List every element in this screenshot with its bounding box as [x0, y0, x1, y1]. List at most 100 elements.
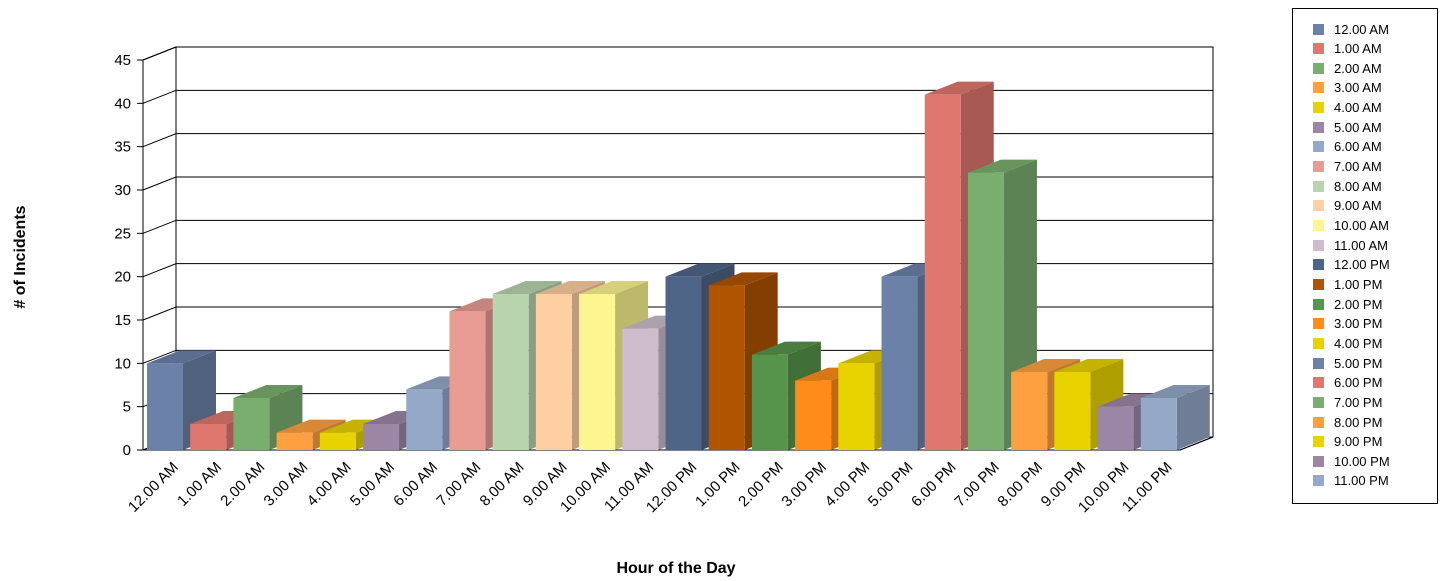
- bar-front: [1097, 406, 1134, 450]
- legend-item: 11.00 AM: [1313, 236, 1388, 254]
- gridline: [142, 89, 1213, 104]
- bar-front: [319, 432, 356, 450]
- bar-front: [233, 398, 270, 450]
- x-tick-label: 4.00 PM: [822, 459, 874, 511]
- legend-item: 10.00 PM: [1313, 452, 1390, 470]
- legend-swatch: [1313, 475, 1324, 487]
- legend-swatch: [1313, 82, 1324, 94]
- legend-item: 9.00 PM: [1313, 433, 1382, 451]
- y-tick-label: 20: [114, 269, 131, 286]
- bar-front: [665, 276, 702, 450]
- x-tick-label: 4.00 AM: [304, 459, 355, 510]
- y-axis: 0 5 10 15 20 25 30 35 40 45: [114, 52, 1214, 459]
- legend-swatch: [1313, 161, 1324, 173]
- gridline: [142, 46, 1213, 61]
- legend-label: 5.00 PM: [1334, 355, 1383, 371]
- legend-swatch: [1313, 318, 1324, 330]
- x-tick-label: 2.00 PM: [735, 459, 787, 511]
- bar-top: [967, 159, 1037, 173]
- floor-edge: [1179, 436, 1214, 451]
- y-tick-label: 25: [114, 225, 131, 242]
- bar-top: [708, 272, 778, 286]
- bar-top: [751, 341, 821, 355]
- bar-front: [363, 424, 400, 450]
- legend-item: 6.00 PM: [1313, 374, 1382, 392]
- legend-item: 4.00 PM: [1313, 334, 1382, 352]
- y-tick-label: 30: [114, 182, 131, 199]
- bar-top: [579, 281, 649, 294]
- bar: [1140, 385, 1210, 450]
- legend-swatch: [1313, 337, 1324, 349]
- x-tick-label: 8.00 PM: [994, 459, 1046, 511]
- legend-label: 8.00 AM: [1334, 178, 1382, 194]
- bar-top: [492, 281, 562, 294]
- legend-label: 4.00 AM: [1334, 100, 1382, 116]
- bar-front: [838, 363, 875, 450]
- bar-top: [276, 419, 346, 433]
- y-tick-label: 45: [114, 52, 131, 69]
- legend-label: 1.00 PM: [1334, 276, 1383, 292]
- bar-top: [535, 281, 605, 294]
- legend-label: 3.00 AM: [1334, 80, 1382, 96]
- legend-item: 7.00 PM: [1313, 393, 1382, 411]
- x-tick-label: 12.00 AM: [125, 459, 182, 516]
- legend-swatch: [1313, 436, 1324, 448]
- bar-front: [406, 389, 443, 450]
- bar-front: [924, 94, 961, 451]
- y-tick-label: 10: [114, 355, 131, 372]
- legend-label: 11.00 PM: [1334, 473, 1389, 489]
- legend-label: 2.00 PM: [1334, 296, 1383, 312]
- legend-item: 6.00 AM: [1313, 138, 1382, 156]
- legend-label: 12.00 PM: [1334, 257, 1390, 273]
- legend-label: 11.00 AM: [1334, 237, 1388, 253]
- bar-top: [665, 263, 735, 277]
- bar-front: [147, 363, 183, 450]
- bar-top: [924, 81, 994, 95]
- bar-front: [535, 294, 572, 450]
- bar-front: [1011, 372, 1048, 450]
- y-tick-label: 40: [114, 95, 131, 112]
- legend-item: 11.00 PM: [1313, 472, 1389, 490]
- legend-label: 10.00 AM: [1334, 218, 1389, 233]
- legend-swatch: [1313, 259, 1324, 271]
- bar-front: [276, 432, 313, 450]
- legend: 12.00 AM 1.00 AM 2.00 AM 3.00 AM 4.00 AM 5.00…: [1292, 8, 1438, 504]
- x-tick-label: 1.00 PM: [692, 459, 744, 511]
- legend-label: 1.00 AM: [1334, 41, 1382, 57]
- legend-item: 8.00 PM: [1313, 413, 1382, 431]
- x-tick-label: 2.00 AM: [217, 459, 268, 510]
- legend-swatch: [1313, 416, 1324, 428]
- y-axis-title: # of Incidents: [12, 205, 29, 308]
- x-tick-label: 3.00 AM: [261, 459, 312, 510]
- legend-label: 6.00 PM: [1334, 375, 1383, 391]
- legend-item: 1.00 AM: [1313, 40, 1382, 58]
- legend-swatch: [1313, 298, 1324, 310]
- bar-top: [233, 385, 303, 398]
- legend-item: 8.00 AM: [1313, 177, 1382, 195]
- legend-swatch: [1313, 278, 1324, 290]
- legend-label: 2.00 AM: [1334, 60, 1382, 76]
- bar-front: [579, 294, 616, 450]
- gridline: [142, 176, 1213, 191]
- legend-label: 12.00 AM: [1334, 21, 1389, 37]
- bar-top: [1140, 385, 1210, 398]
- x-tick-label: 1.00 AM: [174, 459, 225, 510]
- legend-swatch: [1313, 200, 1324, 212]
- bar-front: [1054, 372, 1091, 450]
- bar-top: [1011, 359, 1081, 372]
- bar-side: [1176, 385, 1210, 450]
- legend-item: 10.00 AM: [1313, 217, 1389, 235]
- legend-label: 7.00 AM: [1334, 159, 1382, 175]
- x-tick-label: 5.00 PM: [865, 459, 917, 511]
- gridline: [142, 219, 1213, 234]
- legend-label: 8.00 PM: [1334, 414, 1383, 430]
- legend-item: 1.00 PM: [1313, 275, 1382, 293]
- legend-swatch: [1313, 102, 1324, 114]
- bar-front: [708, 285, 745, 450]
- gridline: [142, 263, 1213, 278]
- legend-swatch: [1313, 357, 1324, 369]
- legend-item: 3.00 PM: [1313, 315, 1382, 333]
- bar-front: [190, 424, 227, 450]
- legend-label: 9.00 PM: [1334, 434, 1383, 450]
- legend-swatch: [1313, 455, 1324, 467]
